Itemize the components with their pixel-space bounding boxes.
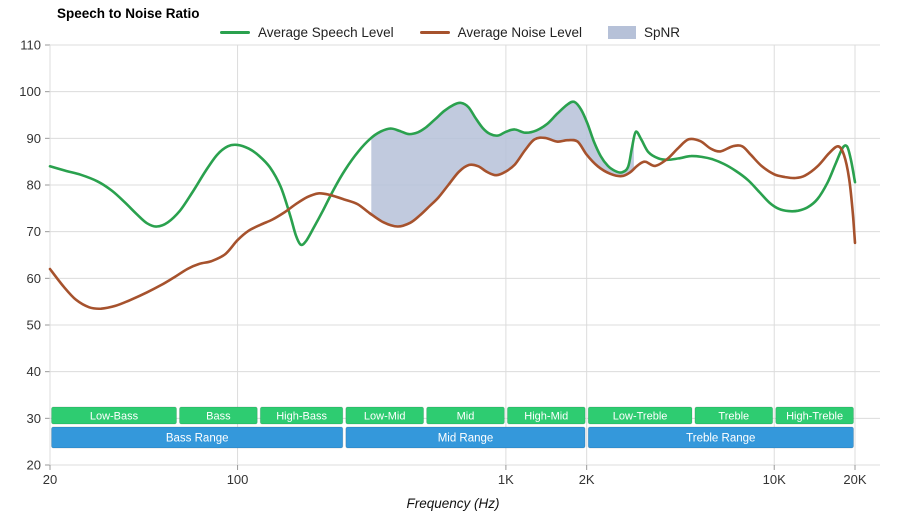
y-tick-label: 100 <box>19 84 41 99</box>
x-tick-label: 2K <box>579 472 595 487</box>
x-tick-label: 100 <box>227 472 249 487</box>
x-tick-label: 1K <box>498 472 514 487</box>
band-button-high-bass-rect[interactable] <box>259 406 344 425</box>
y-tick-label: 20 <box>27 458 41 473</box>
y-tick-label: 110 <box>20 38 41 53</box>
band-button-bass-rect[interactable] <box>179 406 258 425</box>
band-button-low-mid-label: Low-Mid <box>364 411 406 423</box>
speech-level-curve <box>48 100 857 247</box>
band-button-low-bass-label: Low-Bass <box>90 411 139 423</box>
legend-label-speech: Average Speech Level <box>258 25 394 40</box>
legend-swatch-speech-line <box>220 31 251 34</box>
band-button-mid-label: Mid <box>457 411 475 423</box>
y-tick-label: 30 <box>27 411 41 426</box>
y-tick-label: 90 <box>27 131 41 146</box>
band-button-low-bass-rect[interactable] <box>51 406 177 425</box>
band-button-mid-rect[interactable] <box>426 406 505 425</box>
band-button-high-mid-rect[interactable] <box>506 406 586 425</box>
band-button-high-treble[interactable]: High-Treble <box>775 406 855 425</box>
noise-level-curve <box>48 136 857 311</box>
y-tick-label: 50 <box>27 318 41 333</box>
band-button-treble-rect[interactable] <box>694 406 774 425</box>
band-button-high-bass-label: High-Bass <box>276 411 327 423</box>
y-tick-label: 60 <box>27 271 41 286</box>
band-button-high-treble-rect[interactable] <box>775 406 855 425</box>
x-tick-label: 10K <box>763 472 786 487</box>
band-button-bass-label: Bass <box>206 411 231 423</box>
band-button-bass[interactable]: Bass <box>179 406 258 425</box>
band-button-high-treble-label: High-Treble <box>786 411 843 423</box>
band-button-high-mid-label: High-Mid <box>524 411 568 423</box>
range-button-mid-range-rect[interactable] <box>345 426 586 449</box>
range-button-mid-range-label: Mid Range <box>438 433 494 445</box>
y-tick-label: 80 <box>27 178 41 193</box>
band-button-low-treble[interactable]: Low-Treble <box>587 406 693 425</box>
range-button-bass-range[interactable]: Bass Range <box>51 426 344 449</box>
legend-item-speech[interactable]: Average Speech Level <box>220 25 394 40</box>
range-button-treble-range-rect[interactable] <box>587 426 854 449</box>
chart-title: Speech to Noise Ratio <box>57 6 200 21</box>
range-button-treble-range-label: Treble Range <box>686 433 755 445</box>
legend-swatch-spnr-area <box>607 26 636 39</box>
spnr-area <box>371 102 634 227</box>
legend-label-noise: Average Noise Level <box>457 25 582 40</box>
band-button-low-mid-rect[interactable] <box>345 406 425 425</box>
band-button-low-mid[interactable]: Low-Mid <box>345 406 425 425</box>
band-button-treble-label: Treble <box>718 411 749 423</box>
x-tick-label: 20 <box>43 472 57 487</box>
band-button-high-bass[interactable]: High-Bass <box>259 406 344 425</box>
y-tick-label: 70 <box>27 224 41 239</box>
legend-item-noise[interactable]: Average Noise Level <box>419 25 582 40</box>
legend-item-spnr[interactable]: SpNR <box>607 25 680 40</box>
legend-label-spnr: SpNR <box>643 25 680 40</box>
range-button-bass-range-rect[interactable] <box>51 426 344 449</box>
band-button-high-mid[interactable]: High-Mid <box>506 406 586 425</box>
range-button-treble-range[interactable]: Treble Range <box>587 426 854 449</box>
band-button-mid[interactable]: Mid <box>426 406 505 425</box>
band-button-low-treble-rect[interactable] <box>587 406 693 425</box>
range-button-bass-range-label: Bass Range <box>166 433 229 445</box>
band-button-low-bass[interactable]: Low-Bass <box>51 406 177 425</box>
band-button-treble[interactable]: Treble <box>694 406 774 425</box>
x-tick-label: 20K <box>843 472 866 487</box>
band-button-low-treble-label: Low-Treble <box>613 411 668 423</box>
x-axis-title: Frequency (Hz) <box>406 496 500 511</box>
y-tick-label: 40 <box>27 364 41 379</box>
range-button-mid-range[interactable]: Mid Range <box>345 426 586 449</box>
legend-swatch-noise-line <box>419 31 450 34</box>
legend: Average Speech Level Average Noise Level… <box>0 25 900 40</box>
